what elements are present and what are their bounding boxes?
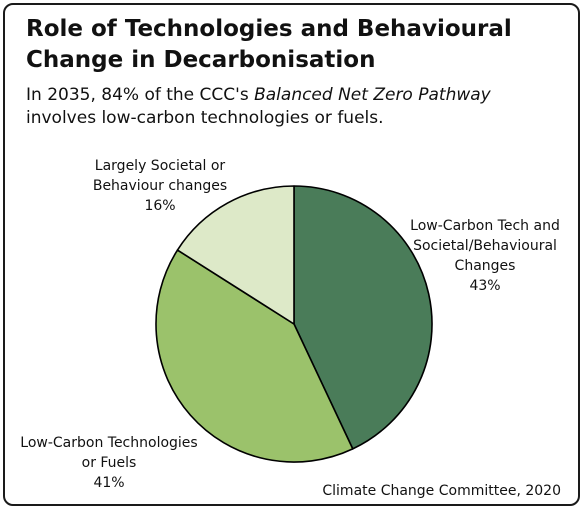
pie-slice-technologies [155,249,354,463]
source-note: Climate Change Committee, 2020 [322,483,561,499]
slice-label-line: Low-Carbon Technologies [20,435,198,451]
slice-label-line: Changes [454,258,516,274]
chart-title: Role of Technologies and Behavioural Cha… [26,14,566,76]
slice-label-technologies: Low-Carbon Technologies or Fuels 41% [14,433,204,493]
pie-slice-tech-and-behaviour [293,185,433,450]
slice-percent: 16% [144,198,176,214]
subtitle-before: In 2035, 84% of the CCC's [26,85,255,105]
slice-label-line: Largely Societal or [94,158,226,174]
slice-percent: 41% [93,475,125,491]
slice-label-tech-and-behaviour: Low-Carbon Tech and Societal/Behavioural… [395,216,575,296]
slice-label-line: Low-Carbon Tech and [410,218,560,234]
pie-slice-societal [176,185,295,325]
slice-label-line: or Fuels [81,455,137,471]
slice-label-line: Behaviour changes [92,178,228,194]
title-line-2: Change in Decarbonisation [26,47,376,73]
subtitle-after: involves low-carbon technologies or fuel… [26,108,384,128]
subtitle-emphasis: Balanced Net Zero Pathway [254,85,491,105]
chart-subtitle: In 2035, 84% of the CCC's Balanced Net Z… [26,84,566,130]
slice-label-line: Societal/Behavioural [413,238,557,254]
slice-label-societal: Largely Societal or Behaviour changes 16… [80,156,240,216]
title-line-1: Role of Technologies and Behavioural [26,16,512,42]
slice-percent: 43% [469,278,501,294]
